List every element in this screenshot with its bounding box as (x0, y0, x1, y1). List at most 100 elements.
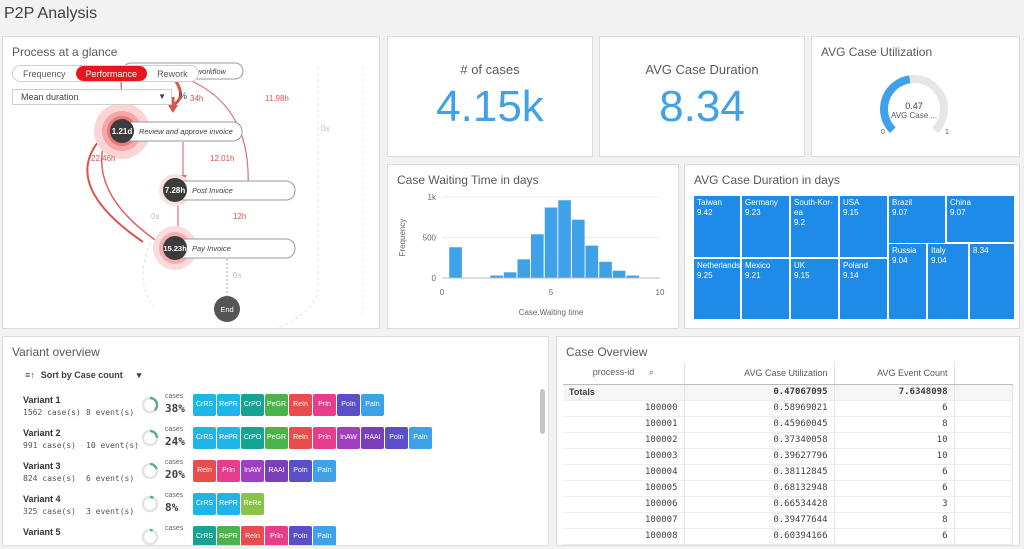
treemap-cell[interactable]: Germany 9.23 (741, 195, 790, 258)
kpi-cases-panel[interactable]: # of cases 4.15k (387, 36, 593, 157)
col-process-id[interactable]: process-id ⌕ (563, 362, 685, 385)
activity-chip[interactable]: PoIn (385, 427, 408, 449)
mode-performance[interactable]: Performance (75, 66, 148, 81)
histogram-bar[interactable] (571, 219, 585, 278)
process-panel[interactable]: Process at a glance (2, 36, 380, 329)
treemap-cell[interactable]: Russia 9.04 (888, 243, 927, 320)
activity-chip[interactable]: PrIn (313, 427, 336, 449)
treemap-cell[interactable]: China 9.07 (946, 195, 1015, 243)
histogram-bar[interactable] (503, 272, 517, 278)
table-row[interactable]: 100002 0.37340058 10 (563, 432, 1013, 449)
treemap-cell[interactable]: Netherlands 9.25 (693, 258, 741, 320)
percent-toggle[interactable]: % (179, 91, 188, 101)
activity-chip[interactable]: CrPO (241, 394, 264, 416)
table-row[interactable]: 100008 0.60394166 6 (563, 528, 1013, 545)
table-cell: 100007 (563, 512, 685, 529)
histogram-bar[interactable] (449, 247, 462, 278)
activity-chip[interactable]: PaIn (313, 526, 336, 545)
measure-select[interactable]: Mean duration ▼ (12, 89, 172, 105)
activity-chip[interactable]: ReRe (241, 493, 264, 515)
table-row[interactable]: 100003 0.39627796 10 (563, 448, 1013, 465)
sort-control[interactable]: ≡↑ Sort by Case count ▾ (25, 370, 141, 381)
variant-row[interactable]: Variant 2 991 case(s) 10 event(s) cases 24% C… (3, 426, 533, 456)
activity-chip[interactable]: PoIn (289, 460, 312, 482)
activity-chip[interactable]: ReIn (193, 460, 216, 482)
kpi-duration-panel[interactable]: AVG Case Duration 8.34 (599, 36, 805, 157)
treemap-cell[interactable]: Taiwan 9.42 (693, 195, 741, 258)
table-row[interactable]: 100006 0.66534428 3 (563, 496, 1013, 513)
activity-chip[interactable]: CrPO (241, 427, 264, 449)
table-row[interactable]: 100000 0.58969021 6 (563, 400, 1013, 417)
treemap[interactable]: Taiwan 9.42 Germany 9.23 South-Kor-ea 9.2 USA 9… (693, 195, 1015, 320)
mode-frequency[interactable]: Frequency (23, 69, 66, 79)
histogram-bar[interactable] (490, 275, 503, 278)
histogram-bar[interactable] (544, 207, 558, 278)
variant-scrollbar[interactable] (540, 389, 545, 434)
activity-chip[interactable]: PaIn (361, 394, 384, 416)
table-row[interactable]: 100001 0.45960045 8 (563, 416, 1013, 433)
activity-chip[interactable]: PaIn (409, 427, 432, 449)
variant-panel[interactable]: Variant overview ≡↑ Sort by Case count ▾… (2, 336, 549, 546)
treemap-cell[interactable]: Poland 9.14 (839, 258, 888, 320)
activity-chip[interactable]: CrRS (193, 493, 216, 515)
activity-chip[interactable]: RePR (217, 526, 240, 545)
table-row[interactable]: 100005 0.68132948 6 (563, 480, 1013, 497)
table-row[interactable]: 100007 0.39477644 8 (563, 512, 1013, 529)
treemap-cell[interactable]: USA 9.15 (839, 195, 888, 258)
activity-chip[interactable]: RePR (217, 493, 240, 515)
treemap-cell[interactable]: 8.34 (969, 243, 1015, 320)
activity-chip[interactable]: PrIn (313, 394, 336, 416)
activity-chip[interactable]: PoIn (289, 526, 312, 545)
variant-row[interactable]: Variant 1 1562 case(s) 8 event(s) cases 38% C… (3, 393, 533, 423)
col-utilization[interactable]: AVG Case Utilization (684, 362, 835, 385)
variant-row[interactable]: Variant 4 325 case(s) 3 event(s) cases 8% CrR… (3, 492, 533, 522)
histogram-bar[interactable] (558, 200, 571, 278)
histogram-bar[interactable] (531, 234, 544, 278)
node-review-label: Review and approve invoice (139, 127, 233, 136)
process-map[interactable]: 1.21d Review and approve invoice 7.28h P… (3, 37, 380, 329)
activity-chip[interactable]: CrRS (193, 526, 216, 545)
treemap-cell[interactable]: UK 9.15 (790, 258, 839, 320)
kpi-util-panel[interactable]: AVG Case Utilization 0.47 AVG Case ... 0… (811, 36, 1020, 157)
activity-chip[interactable]: RAAI (265, 460, 288, 482)
case-table[interactable]: process-id ⌕ AVG Case Utilization AVG Ev… (563, 362, 1013, 545)
search-icon[interactable]: ⌕ (648, 367, 654, 378)
histogram-bar[interactable] (585, 245, 599, 278)
activity-chip[interactable]: PoIn (337, 394, 360, 416)
activity-chip[interactable]: PeGR (265, 427, 288, 449)
treemap-cell[interactable]: Italy 9.04 (927, 243, 969, 320)
mode-toggle[interactable]: Frequency Performance Rework (12, 65, 199, 82)
variant-row[interactable]: Variant 3 824 case(s) 6 event(s) cases 20% Re… (3, 459, 533, 489)
case-panel[interactable]: Case Overview process-id ⌕ AVG Case Util… (556, 336, 1020, 546)
waiting-panel[interactable]: Case Waiting Time in days 0 500 1k 0 5 10 Case… (387, 164, 679, 329)
table-cell: 6 (834, 480, 955, 497)
histogram-bar[interactable] (626, 275, 640, 278)
activity-chip[interactable]: PrIn (265, 526, 288, 545)
treemap-panel[interactable]: AVG Case Duration in days Taiwan 9.42 Germ… (684, 164, 1020, 329)
treemap-cell-name: Russia (892, 246, 917, 255)
treemap-cell[interactable]: South-Kor-ea 9.2 (790, 195, 839, 258)
activity-chip[interactable]: PrIn (217, 460, 240, 482)
activity-chip[interactable]: CrRS (193, 427, 216, 449)
activity-chip[interactable]: RAAI (361, 427, 384, 449)
mode-rework[interactable]: Rework (157, 69, 188, 79)
activity-chip[interactable]: CrRS (193, 394, 216, 416)
activity-chip[interactable]: InAW (241, 460, 264, 482)
treemap-cell[interactable]: Mexico 9.21 (741, 258, 790, 320)
activity-chip[interactable]: RePR (217, 427, 240, 449)
col-event-count[interactable]: AVG Event Count (834, 362, 955, 385)
histogram-bar[interactable] (517, 259, 531, 278)
variant-share-ring (141, 462, 159, 480)
waiting-histogram[interactable]: 0 500 1k 0 5 10 Case.Waiting time Frequency (388, 165, 680, 330)
activity-chip[interactable]: RePR (217, 394, 240, 416)
activity-chip[interactable]: PeGR (265, 394, 288, 416)
activity-chip[interactable]: PaIn (313, 460, 336, 482)
histogram-bar[interactable] (612, 270, 626, 278)
histogram-bar[interactable] (599, 261, 612, 278)
table-row[interactable]: 100004 0.38112845 6 (563, 464, 1013, 481)
activity-chip[interactable]: InAW (337, 427, 360, 449)
variant-row[interactable]: Variant 5 cases CrRS RePR ReIn PrIn PoIn PaIn (3, 525, 533, 545)
activity-chip[interactable]: ReIn (289, 427, 312, 449)
activity-chip[interactable]: ReIn (241, 526, 264, 545)
activity-chip[interactable]: ReIn (289, 394, 312, 416)
